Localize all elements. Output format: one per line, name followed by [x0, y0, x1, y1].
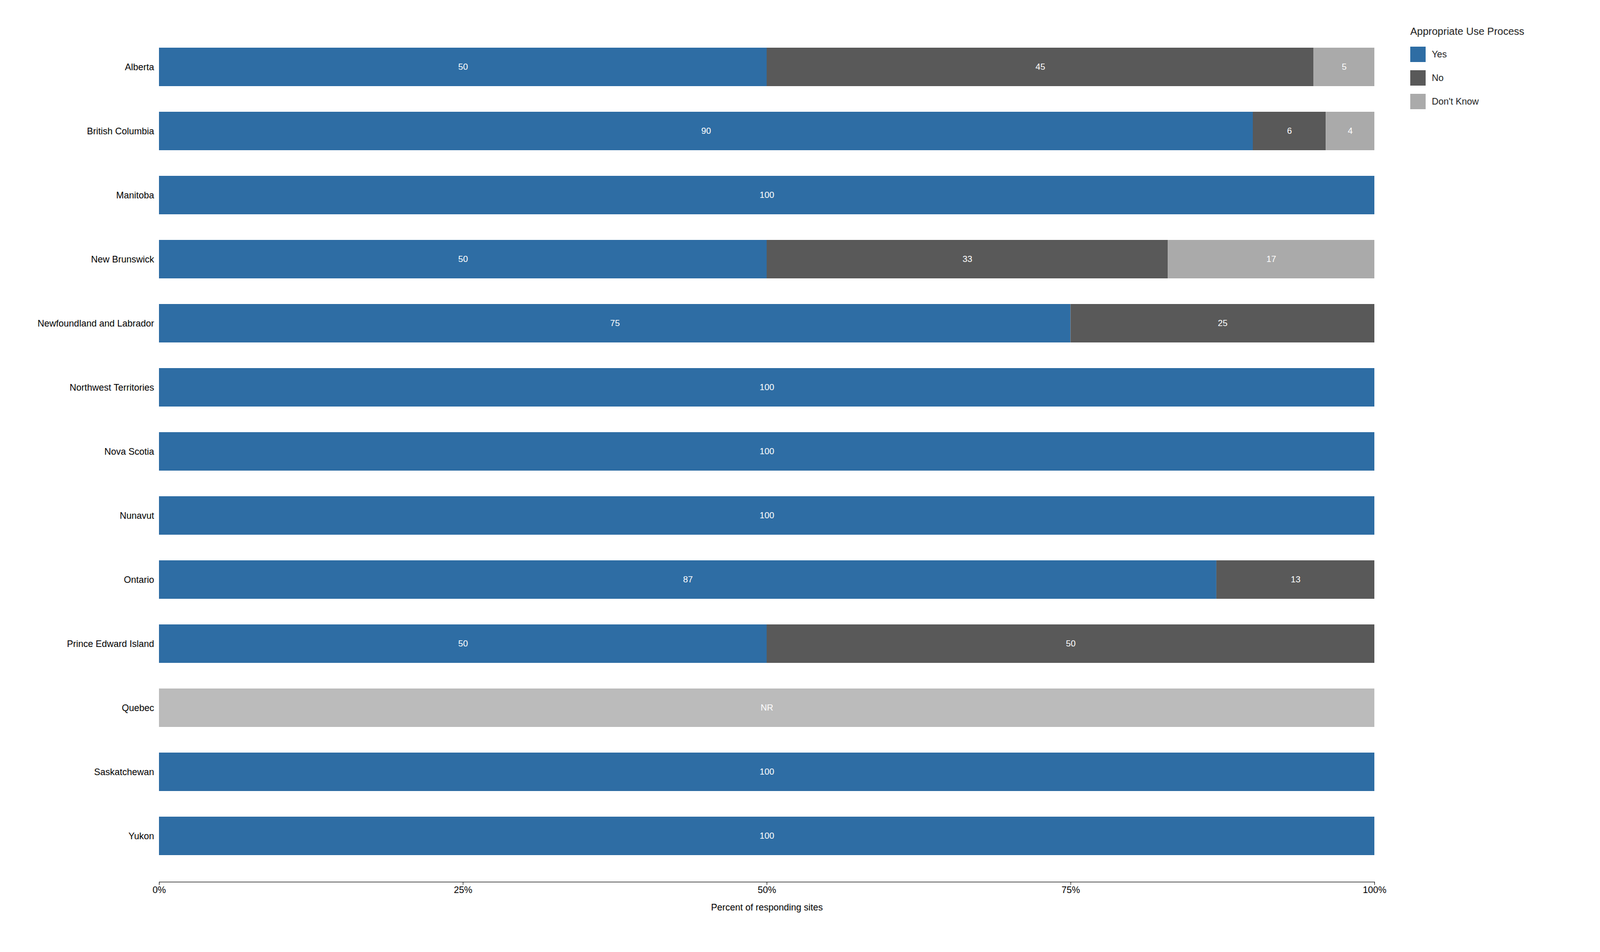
svg-text:50%: 50% [757, 885, 776, 896]
svg-text:Alberta: Alberta [124, 62, 155, 73]
svg-text:Saskatchewan: Saskatchewan [93, 767, 154, 778]
svg-text:5: 5 [1342, 62, 1347, 72]
svg-text:17: 17 [1266, 254, 1277, 265]
svg-text:NR: NR [760, 703, 774, 713]
svg-text:Ontario: Ontario [123, 574, 154, 586]
svg-text:100%: 100% [1362, 885, 1387, 896]
svg-text:90: 90 [701, 126, 712, 136]
svg-text:45: 45 [1035, 62, 1046, 72]
svg-text:100: 100 [759, 382, 774, 393]
html-text:Yes: Yes [1431, 48, 1447, 60]
svg-text:50: 50 [458, 638, 469, 649]
svg-text:Quebec: Quebec [121, 703, 154, 714]
html-text:Don't Know: Don't Know [1431, 96, 1479, 107]
svg-text:100: 100 [759, 446, 774, 457]
svg-text:Percent of responding sites: Percent of responding sites [710, 902, 823, 913]
svg-text:50: 50 [458, 62, 469, 72]
svg-text:25%: 25% [453, 885, 473, 896]
svg-text:British Columbia: British Columbia [86, 126, 155, 137]
svg-text:100: 100 [759, 510, 774, 521]
html-text:Appropriate Use Process: Appropriate Use Process [1410, 25, 1525, 37]
svg-text:Nova Scotia: Nova Scotia [104, 446, 155, 457]
svg-text:Manitoba: Manitoba [115, 190, 155, 201]
svg-text:Northwest Territories: Northwest Territories [69, 382, 155, 393]
svg-text:6: 6 [1287, 126, 1292, 136]
svg-text:50: 50 [458, 254, 469, 265]
svg-text:0%: 0% [152, 885, 166, 896]
svg-text:75: 75 [610, 318, 620, 329]
svg-text:New Brunswick: New Brunswick [90, 254, 155, 265]
svg-text:13: 13 [1290, 574, 1301, 585]
svg-text:33: 33 [962, 254, 973, 265]
svg-text:87: 87 [683, 574, 693, 585]
svg-text:Yukon: Yukon [128, 831, 154, 842]
svg-text:100: 100 [759, 190, 774, 200]
svg-text:Nunavut: Nunavut [119, 510, 154, 522]
svg-text:75%: 75% [1061, 885, 1080, 896]
svg-text:Newfoundland and Labrador: Newfoundland and Labrador [37, 318, 154, 329]
svg-text:50: 50 [1066, 638, 1076, 649]
svg-text:100: 100 [759, 831, 774, 842]
svg-text:100: 100 [759, 767, 774, 777]
svg-text:Prince Edward Island: Prince Edward Island [66, 638, 154, 650]
svg-text:4: 4 [1347, 126, 1353, 136]
svg-text:25: 25 [1217, 318, 1228, 329]
html-text:No: No [1431, 72, 1444, 83]
